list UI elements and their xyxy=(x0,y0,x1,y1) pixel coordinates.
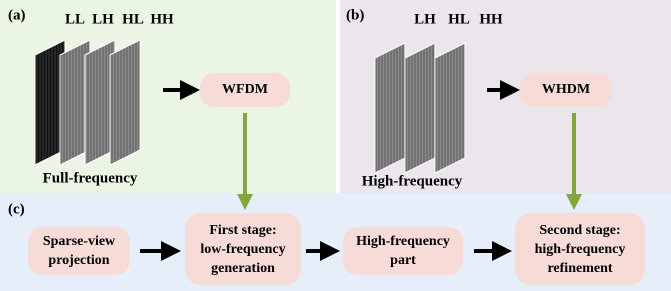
band-label: HH xyxy=(150,11,174,27)
module-label: WFDM xyxy=(222,82,268,97)
band-label: HL xyxy=(448,11,470,27)
band-label: LL xyxy=(65,11,85,27)
step-text: generation xyxy=(211,261,275,276)
band-label: LH xyxy=(414,11,436,27)
band-label: HL xyxy=(122,11,144,27)
slices-a xyxy=(35,40,140,165)
band-label: HH xyxy=(479,11,503,27)
diagram: (a) LL LH HL HH Full-frequency WFDM (b) … xyxy=(0,0,671,291)
panel-label: (a) xyxy=(8,7,26,23)
slices-b xyxy=(375,43,465,173)
step-text: refinement xyxy=(547,261,612,276)
step-text: high-frequency xyxy=(535,242,626,257)
step-text: Sparse-view xyxy=(43,234,116,249)
module-label: WHDM xyxy=(542,82,590,97)
step-text: First stage: xyxy=(209,223,276,238)
caption: Full-frequency xyxy=(43,170,138,186)
caption: High-frequency xyxy=(362,173,463,189)
step-text: projection xyxy=(48,253,109,268)
step-text: Second stage: xyxy=(539,223,620,238)
panel-label: (c) xyxy=(8,201,25,217)
step-text: High-frequency xyxy=(356,234,450,249)
step-text: part xyxy=(390,253,416,268)
step-text: low-frequency xyxy=(200,242,285,257)
panel-label: (b) xyxy=(346,7,364,23)
band-label: LH xyxy=(92,11,114,27)
